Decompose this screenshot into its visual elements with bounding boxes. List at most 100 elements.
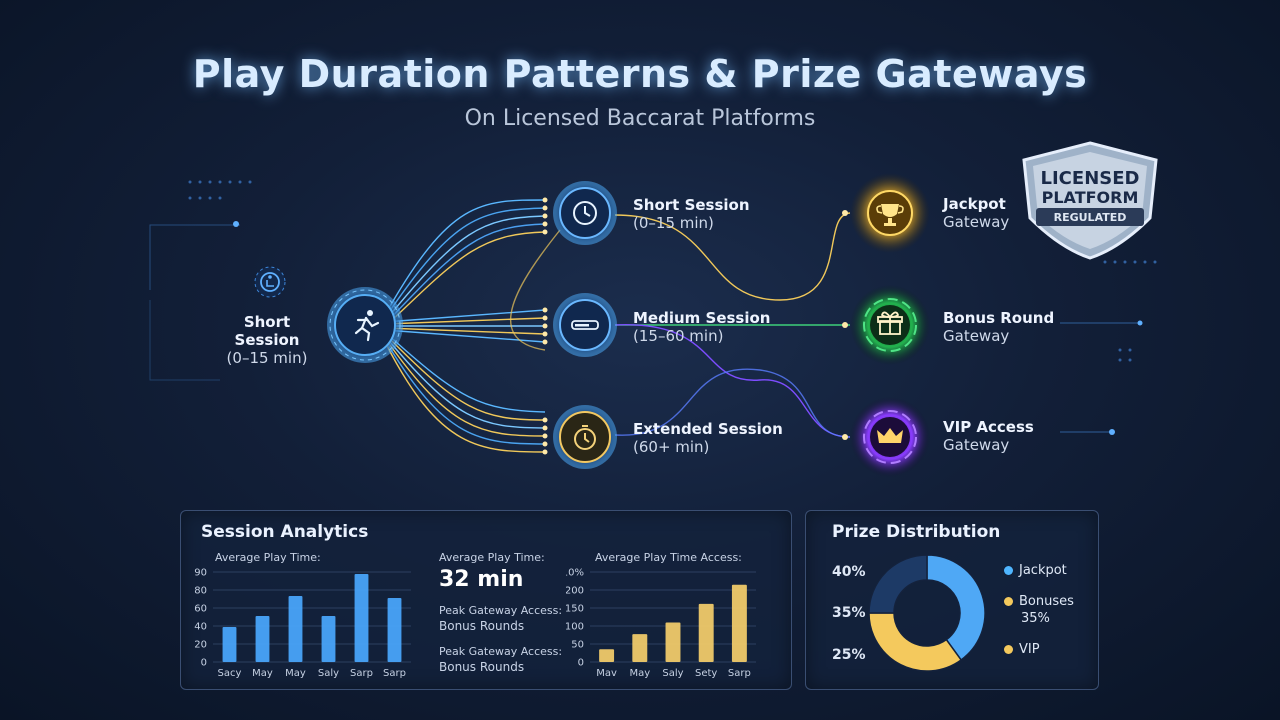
bar <box>698 603 714 662</box>
y-tick-label: 90 <box>194 568 207 579</box>
source-node <box>327 287 403 363</box>
x-tick-label: May <box>629 668 650 679</box>
bar <box>288 596 303 662</box>
x-tick-label: May <box>285 668 306 679</box>
gateway-jackpot-line2: Gateway <box>943 213 1010 231</box>
session-label-short: Short Session (0–15 min) <box>633 196 750 232</box>
session-medium-line2: (15–60 min) <box>633 327 724 345</box>
bar <box>387 598 402 662</box>
prize-distribution-panel: Prize Distribution 40% 35% 25% Jackpot B… <box>805 510 1099 690</box>
bar <box>632 634 648 662</box>
bar <box>354 574 369 662</box>
avg-play-time-value: 32 min <box>439 567 524 592</box>
session-short-line2: (0–15 min) <box>633 214 714 232</box>
legend-label-bonuses: Bonuses <box>1019 594 1074 609</box>
session-label-extended: Extended Session (60+ min) <box>633 420 783 456</box>
prize-distribution-title: Prize Distribution <box>832 522 1001 542</box>
x-tick-label: Saly <box>318 668 339 679</box>
pct-label-1: 40% <box>832 564 866 580</box>
pie-slice-jackpot <box>926 554 986 661</box>
pct-label-3: 25% <box>832 647 866 663</box>
session-extended-line2: (60+ min) <box>633 438 710 456</box>
badge-line3: REGULATED <box>1053 211 1127 224</box>
x-tick-label: May <box>252 668 273 679</box>
gateway-jackpot-line1: Jackpot <box>943 195 1006 213</box>
gateway-label-bonus: Bonus Round Gateway <box>943 309 1054 345</box>
y-tick-label: 50 <box>571 640 584 651</box>
x-tick-label: Sarp <box>383 668 406 679</box>
peak-gateway-label-2: Peak Gateway Access: <box>439 645 563 658</box>
bar-chart-gateway-access: 0 50 100 150 200 10% Mav May Saly Sety Sarp <box>566 568 756 679</box>
session-analytics-panel: Session Analytics Average Play Time: 0 20… <box>180 510 792 690</box>
bar <box>222 627 237 662</box>
session-node-short <box>553 181 617 245</box>
bar <box>665 622 681 662</box>
peak-gateway-value-1: Bonus Rounds <box>439 619 525 633</box>
source-label-line2: (0–15 min) <box>226 349 308 367</box>
session-extended-line1: Extended Session <box>633 420 783 438</box>
avg-play-time-label: Average Play Time: <box>439 551 545 564</box>
flow-lines <box>384 199 851 453</box>
badge-line2: PLATFORM <box>1041 188 1139 207</box>
y-tick-label: 150 <box>566 604 584 615</box>
gateway-vip-line2: Gateway <box>943 436 1010 454</box>
y-tick-label: 10% <box>566 568 584 579</box>
clock-icon <box>573 201 597 225</box>
gateway-label-jackpot: Jackpot Gateway <box>943 195 1009 231</box>
legend-dot-vip <box>1004 645 1013 654</box>
legend-label-jackpot: Jackpot <box>1019 563 1067 578</box>
circuit-decoration <box>188 180 1157 362</box>
bar <box>599 649 615 662</box>
legend-item-vip: VIP <box>1004 642 1040 657</box>
bar <box>255 616 270 662</box>
page-subtitle: On Licensed Baccarat Platforms <box>464 106 816 131</box>
peak-gateway-value-2: Bonus Rounds <box>439 660 525 674</box>
pct-label-2: 35% <box>832 605 866 621</box>
session-node-medium <box>553 293 617 357</box>
x-tick-label: Sacy <box>218 668 242 679</box>
crown-icon <box>877 428 903 443</box>
licensed-platform-badge: LICENSED PLATFORM REGULATED <box>1024 140 1156 258</box>
gateway-node-jackpot <box>850 173 930 253</box>
session-analytics-title: Session Analytics <box>201 522 369 542</box>
y-tick-label: 0 <box>201 658 207 669</box>
legend-dot-jackpot <box>1004 566 1013 575</box>
y-tick-label: 40 <box>194 622 207 633</box>
x-tick-label: Saly <box>662 668 683 679</box>
legend-item-jackpot: Jackpot <box>1004 563 1067 578</box>
session-medium-line1: Medium Session <box>633 309 771 327</box>
session-short-line1: Short Session <box>633 196 750 214</box>
y-tick-label: 100 <box>566 622 584 633</box>
y-tick-label: 200 <box>566 586 584 597</box>
bar <box>731 584 747 662</box>
legend-label-vip: VIP <box>1019 642 1040 657</box>
chart2-label: Average Play Time Access: <box>595 551 742 564</box>
progress-bar-icon <box>571 320 599 330</box>
session-node-extended <box>553 405 617 469</box>
source-label-line1: Short Session <box>234 313 300 349</box>
pie-slice-vip <box>868 554 928 614</box>
gateway-bonus-line2: Gateway <box>943 327 1010 345</box>
accessibility-icon <box>254 266 286 298</box>
legend-dot-bonuses <box>1004 597 1013 606</box>
y-tick-label: 0 <box>578 658 584 669</box>
running-person-icon <box>354 310 380 342</box>
source-node-label: Short Session (0–15 min) <box>214 313 320 367</box>
chart1-label: Average Play Time: <box>215 551 321 564</box>
y-tick-label: 20 <box>194 640 207 651</box>
gateway-bonus-line1: Bonus Round <box>943 309 1055 327</box>
x-tick-label: Sarp <box>350 668 373 679</box>
licensed-badge <box>1022 141 1158 260</box>
gateway-label-vip: VIP Access Gateway <box>943 418 1034 454</box>
x-tick-label: Sarp <box>728 668 751 679</box>
legend-item-bonuses: Bonuses <box>1004 594 1074 609</box>
peak-gateway-label-1: Peak Gateway Access: <box>439 604 563 617</box>
y-tick-label: 80 <box>194 586 207 597</box>
gateway-node-bonus <box>850 285 930 365</box>
stopwatch-icon <box>574 425 596 450</box>
x-tick-label: Mav <box>596 668 617 679</box>
y-tick-label: 60 <box>194 604 207 615</box>
badge-line1: LICENSED <box>1040 168 1140 189</box>
donut-chart-prize <box>868 554 986 672</box>
